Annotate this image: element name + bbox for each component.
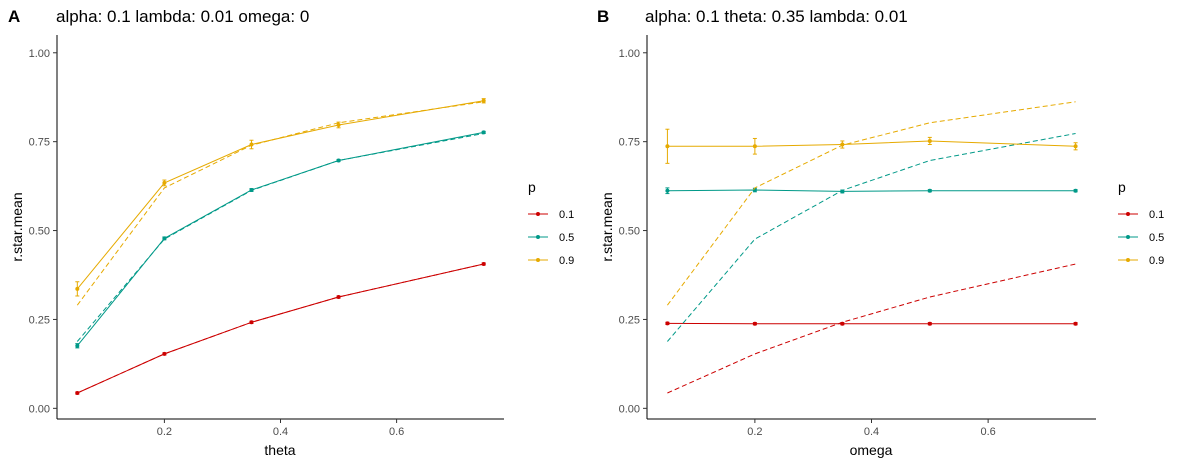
panel-a: A alpha: 0.1 lambda: 0.01 omega: 0 theta… bbox=[8, 7, 574, 458]
legend-label: 0.5 bbox=[559, 232, 574, 244]
series-line-p-0.1 bbox=[77, 263, 484, 394]
legend-label: 0.1 bbox=[559, 209, 574, 221]
data-point bbox=[927, 188, 932, 193]
x-tick-label: 0.4 bbox=[864, 426, 879, 438]
data-point bbox=[481, 261, 486, 266]
chart-title: alpha: 0.1 lambda: 0.01 omega: 0 bbox=[56, 7, 309, 26]
legend-label: 0.9 bbox=[559, 255, 574, 267]
legend-title: p bbox=[1118, 179, 1126, 195]
data-point bbox=[1073, 321, 1078, 326]
data-point bbox=[665, 188, 670, 193]
y-axis-title: r.star.mean bbox=[599, 192, 615, 261]
legend-key-point bbox=[536, 258, 540, 262]
data-point bbox=[162, 180, 167, 185]
data-point bbox=[75, 391, 80, 396]
legend-key-point bbox=[536, 235, 540, 239]
legend-key-point bbox=[1126, 212, 1130, 216]
legend-label: 0.5 bbox=[1149, 232, 1164, 244]
data-point bbox=[75, 343, 80, 348]
legend-label: 0.1 bbox=[1149, 209, 1164, 221]
y-tick-label: 0.75 bbox=[619, 137, 640, 149]
series-line-p-0.9 bbox=[76, 100, 484, 290]
panel-b: B alpha: 0.1 theta: 0.35 lambda: 0.01 om… bbox=[597, 7, 1164, 458]
legend-key-point bbox=[536, 212, 540, 216]
legend-key-point bbox=[1126, 258, 1130, 262]
data-point bbox=[840, 142, 845, 147]
data-point bbox=[927, 138, 932, 143]
y-tick-label: 0.50 bbox=[619, 226, 640, 238]
y-tick-label: 0.25 bbox=[619, 314, 640, 326]
data-point bbox=[752, 321, 757, 326]
x-tick-label: 0.2 bbox=[157, 426, 172, 438]
legend-key-point bbox=[1126, 235, 1130, 239]
x-tick-label: 0.4 bbox=[273, 426, 288, 438]
data-point bbox=[249, 320, 254, 325]
data-point bbox=[336, 122, 341, 127]
data-point bbox=[249, 142, 254, 147]
data-point bbox=[75, 286, 80, 291]
y-tick-label: 0.00 bbox=[29, 403, 50, 415]
data-point bbox=[927, 321, 932, 326]
reference-line-p-0.1 bbox=[77, 263, 484, 394]
panel-tag: A bbox=[8, 7, 20, 26]
x-tick-label: 0.6 bbox=[980, 426, 995, 438]
data-point bbox=[162, 351, 167, 356]
data-point bbox=[1073, 188, 1078, 193]
legend-title: p bbox=[528, 179, 536, 195]
y-tick-label: 0.75 bbox=[29, 137, 50, 149]
data-point bbox=[1073, 144, 1078, 149]
y-tick-label: 1.00 bbox=[619, 48, 640, 60]
y-tick-label: 0.25 bbox=[29, 314, 50, 326]
chart-title: alpha: 0.1 theta: 0.35 lambda: 0.01 bbox=[645, 7, 908, 26]
y-tick-label: 1.00 bbox=[29, 48, 50, 60]
data-point bbox=[481, 130, 486, 135]
legend-label: 0.9 bbox=[1149, 255, 1164, 267]
data-point bbox=[249, 188, 254, 193]
x-tick-label: 0.2 bbox=[747, 426, 762, 438]
x-axis-title: omega bbox=[850, 442, 893, 458]
y-tick-label: 0.00 bbox=[619, 403, 640, 415]
y-tick-label: 0.50 bbox=[29, 226, 50, 238]
reference-line-p-0.9 bbox=[76, 101, 484, 306]
y-axis-title: r.star.mean bbox=[9, 192, 25, 261]
series-line-p-0.9 bbox=[667, 140, 1076, 147]
data-point bbox=[481, 98, 486, 103]
data-point bbox=[162, 236, 167, 241]
data-point bbox=[336, 295, 341, 300]
panel-tag: B bbox=[597, 7, 609, 26]
reference-line-p-0.5 bbox=[76, 133, 484, 342]
reference-line-p-0.9 bbox=[666, 101, 1076, 306]
data-point bbox=[752, 144, 757, 149]
x-axis-title: theta bbox=[264, 442, 295, 458]
series-line-p-0.5 bbox=[667, 189, 1076, 192]
x-tick-label: 0.6 bbox=[389, 426, 404, 438]
reference-line-p-0.5 bbox=[667, 133, 1076, 342]
reference-line-p-0.1 bbox=[667, 263, 1076, 394]
data-point bbox=[840, 189, 845, 194]
data-point bbox=[840, 321, 845, 326]
data-point bbox=[665, 321, 670, 326]
data-point bbox=[336, 158, 341, 163]
data-point bbox=[665, 144, 670, 149]
